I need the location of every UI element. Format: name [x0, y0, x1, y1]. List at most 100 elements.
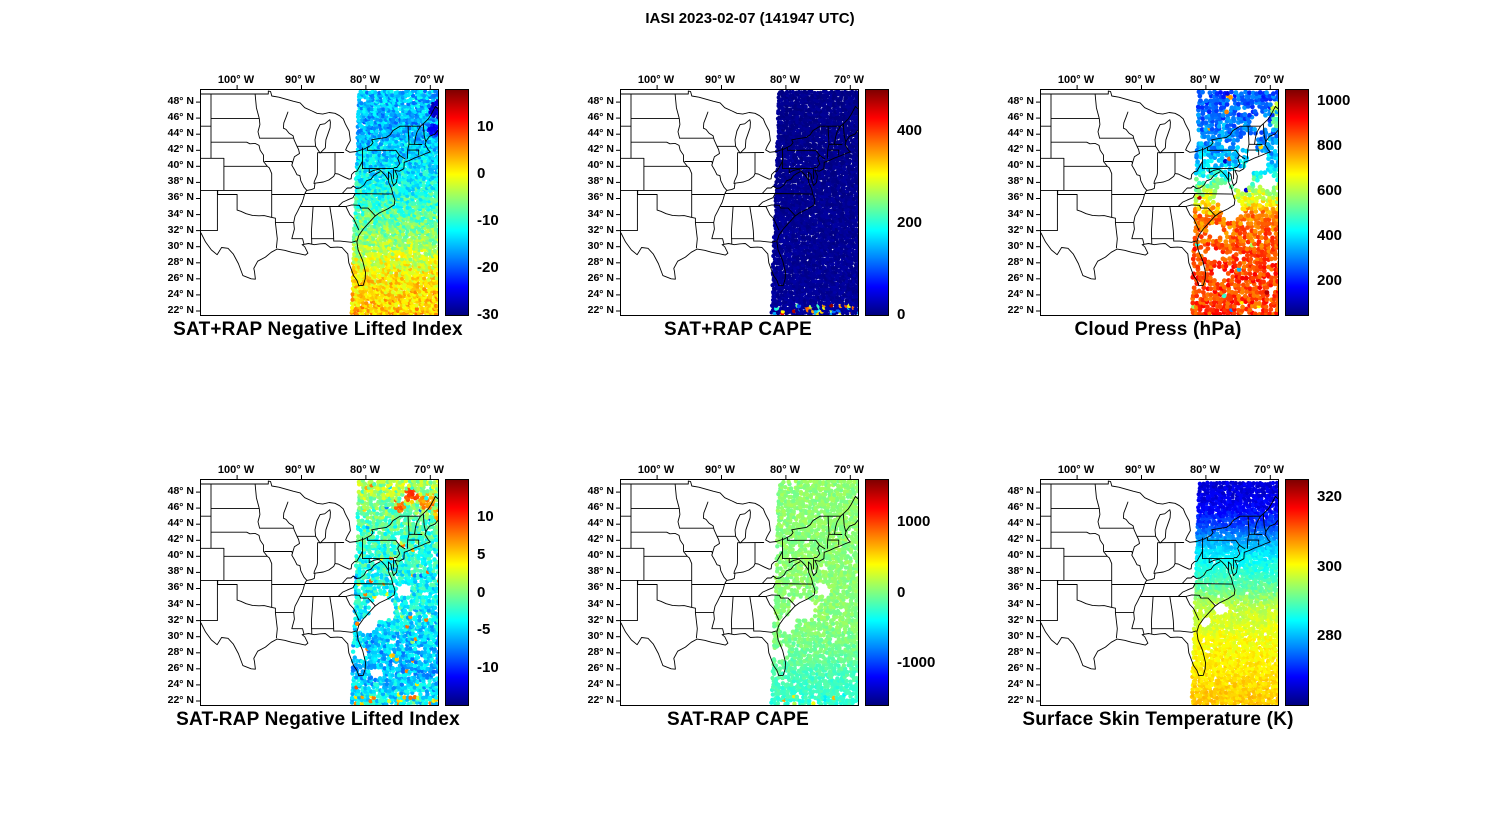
axis-tick-marks	[616, 475, 851, 702]
colorbar-gradient	[445, 479, 469, 706]
colorbar-tick-label: 0	[897, 584, 906, 601]
lat-tick-label: 48° N	[1007, 95, 1034, 107]
lon-tick-label: 80° W	[349, 464, 381, 476]
lon-tick-label: 100° W	[1057, 74, 1095, 86]
latitude-axis-labels: 48° N 46° N 44° N 42° N 40° N 38° N 36° N 34° N…	[148, 479, 200, 706]
lat-tick-label: 26° N	[1007, 662, 1034, 674]
lat-tick-label: 26° N	[1007, 272, 1034, 284]
map-panel: 100° W 90° W 80° W 70° W 48° N 46° N 44° N 42°…	[988, 67, 1373, 348]
lat-tick-label: 28° N	[167, 256, 194, 268]
colorbar: 10 0 -10 -20 -30	[445, 89, 545, 323]
lat-tick-label: 38° N	[587, 565, 614, 577]
lat-tick-label: 34° N	[587, 208, 614, 220]
lat-tick-label: 40° N	[1007, 549, 1034, 561]
colorbar-gradient	[1285, 89, 1309, 316]
lat-tick-label: 30° N	[1007, 630, 1034, 642]
lat-tick-label: 36° N	[167, 581, 194, 593]
lat-tick-label: 22° N	[1007, 304, 1034, 316]
colorbar-tick-label: 10	[477, 508, 494, 525]
map-plot-area	[616, 85, 859, 316]
lat-tick-label: 40° N	[587, 549, 614, 561]
lat-tick-label: 42° N	[167, 533, 194, 545]
colorbar-tick-label: -30	[477, 306, 499, 323]
us-state-boundaries-map	[1036, 475, 1279, 702]
lon-tick-label: 100° W	[637, 74, 675, 86]
map-plot-area	[1036, 475, 1279, 706]
map-plot-area	[196, 85, 439, 316]
lon-tick-label: 90° W	[284, 464, 316, 476]
lat-tick-label: 26° N	[167, 272, 194, 284]
lon-tick-label: 70° W	[833, 74, 865, 86]
lat-tick-label: 26° N	[587, 272, 614, 284]
lat-tick-label: 44° N	[167, 517, 194, 529]
latitude-axis-labels: 48° N 46° N 44° N 42° N 40° N 38° N 36° N 34° N…	[568, 479, 620, 706]
colorbar: 320 300 280	[1285, 479, 1385, 706]
colorbar-tick-label: 200	[897, 214, 923, 231]
lon-tick-label: 90° W	[284, 74, 316, 86]
plot-row: 48° N 46° N 44° N 42° N 40° N 38° N 36° N 34° N…	[148, 85, 533, 323]
us-state-boundaries-map	[196, 85, 439, 312]
map-panel: 100° W 90° W 80° W 70° W 48° N 46° N 44° N 42°…	[148, 67, 533, 348]
map-plot-area	[196, 475, 439, 706]
axis-tick-marks	[1036, 475, 1271, 702]
colorbar-tick-label: 800	[1317, 137, 1343, 154]
lat-tick-label: 26° N	[587, 662, 614, 674]
lat-tick-label: 42° N	[587, 533, 614, 545]
lat-tick-label: 28° N	[167, 646, 194, 658]
colorbar-tick-label: 600	[1317, 182, 1343, 199]
us-state-boundaries-map	[616, 475, 859, 702]
lat-tick-label: 46° N	[167, 111, 194, 123]
panel-title: Cloud Press (hPa)	[1074, 319, 1242, 340]
lat-tick-label: 48° N	[167, 485, 194, 497]
state-boundary-lines	[200, 90, 439, 287]
lat-tick-label: 30° N	[587, 630, 614, 642]
lat-tick-label: 32° N	[587, 614, 614, 626]
map-plot-area	[616, 475, 859, 706]
lat-tick-label: 44° N	[167, 127, 194, 139]
colorbar-tick-label: -1000	[897, 654, 936, 671]
lat-tick-label: 44° N	[1007, 517, 1034, 529]
lon-tick-label: 70° W	[1253, 74, 1285, 86]
lat-tick-label: 34° N	[1007, 208, 1034, 220]
longitude-axis-labels: 100° W 90° W 80° W 70° W	[620, 67, 864, 89]
map-panel: 100° W 90° W 80° W 70° W 48° N 46° N 44° N 42°…	[148, 457, 533, 738]
lat-tick-label: 36° N	[1007, 191, 1034, 203]
colorbar-tick-label: -10	[477, 659, 499, 676]
lat-tick-label: 28° N	[587, 256, 614, 268]
colorbar-tick-label: 1000	[1317, 92, 1351, 109]
panel-title: SAT-RAP CAPE	[666, 709, 810, 730]
plot-row: 48° N 46° N 44° N 42° N 40° N 38° N 36° N 34° N…	[148, 475, 533, 706]
lat-tick-label: 48° N	[587, 95, 614, 107]
colorbar-tick-label: 320	[1317, 488, 1343, 505]
panel-title: SAT-RAP Negative Lifted Index	[176, 709, 460, 730]
colorbar-tick-label: 0	[477, 165, 486, 182]
lon-tick-label: 80° W	[769, 464, 801, 476]
lat-tick-label: 40° N	[1007, 159, 1034, 171]
lat-tick-label: 38° N	[1007, 175, 1034, 187]
colorbar-gradient	[445, 89, 469, 316]
lon-tick-label: 70° W	[833, 464, 865, 476]
lat-tick-label: 28° N	[587, 646, 614, 658]
colorbar: 10 5 0 -5 -10	[445, 479, 545, 706]
lat-tick-label: 34° N	[1007, 598, 1034, 610]
state-boundary-lines	[1040, 480, 1279, 677]
colorbar-tick-label: 200	[1317, 272, 1343, 289]
us-state-boundaries-map	[196, 475, 439, 702]
lat-tick-label: 24° N	[167, 678, 194, 690]
lon-tick-label: 90° W	[1124, 74, 1156, 86]
axis-tick-marks	[616, 85, 851, 312]
colorbar: 1000 800 600 400 200	[1285, 89, 1385, 316]
axis-tick-marks	[196, 475, 431, 702]
colorbar-tick-label: -5	[477, 621, 491, 638]
plot-row: 48° N 46° N 44° N 42° N 40° N 38° N 36° N 34° N…	[988, 475, 1373, 706]
lat-tick-label: 46° N	[587, 111, 614, 123]
lon-tick-label: 80° W	[769, 74, 801, 86]
lat-tick-label: 48° N	[1007, 485, 1034, 497]
lat-tick-label: 46° N	[167, 501, 194, 513]
map-panel: 100° W 90° W 80° W 70° W 48° N 46° N 44° N 42°…	[568, 67, 953, 348]
lat-tick-label: 42° N	[1007, 533, 1034, 545]
lat-tick-label: 38° N	[1007, 565, 1034, 577]
state-boundary-lines	[200, 480, 439, 677]
plot-row: 48° N 46° N 44° N 42° N 40° N 38° N 36° N 34° N…	[568, 85, 953, 323]
lat-tick-label: 24° N	[587, 678, 614, 690]
